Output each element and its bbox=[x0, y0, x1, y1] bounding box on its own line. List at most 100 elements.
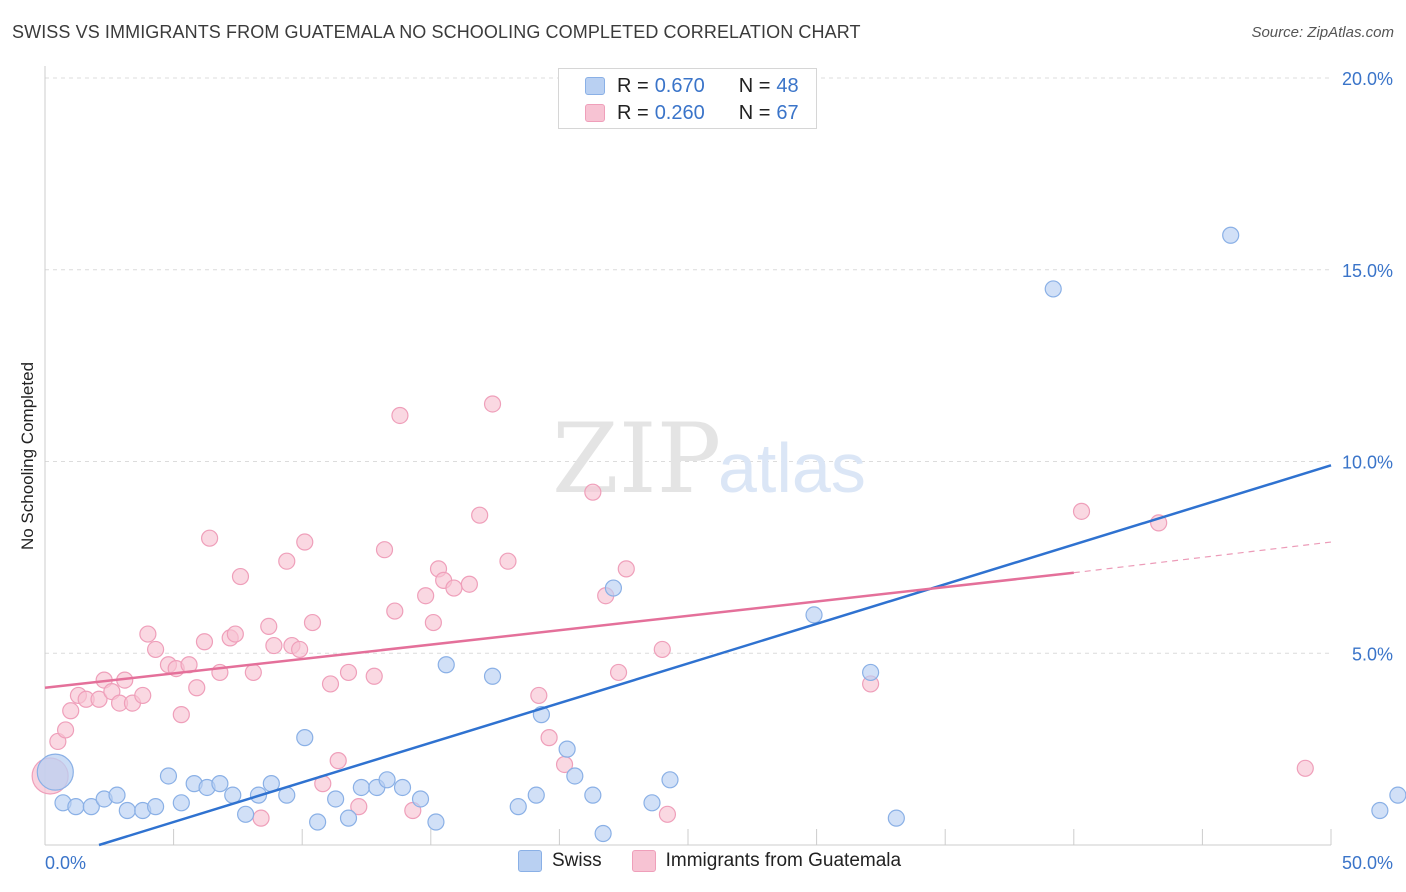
swiss-point bbox=[566, 767, 584, 785]
y-tick-label: 15.0% bbox=[1342, 261, 1393, 281]
legend-r-label: R = bbox=[617, 74, 649, 97]
guatemala-point bbox=[445, 579, 463, 597]
guatemala-point bbox=[188, 679, 206, 697]
swiss-point bbox=[805, 606, 823, 624]
swiss-trend-line bbox=[98, 464, 1332, 847]
guatemala-point bbox=[265, 636, 283, 655]
series-legend: Swiss Immigrants from Guatemala bbox=[518, 850, 931, 872]
guatemala-point bbox=[617, 560, 635, 578]
legend-item-guatemala[interactable]: Immigrants from Guatemala bbox=[631, 850, 902, 872]
swiss-point bbox=[159, 767, 178, 785]
swiss-point bbox=[483, 667, 502, 685]
x-tick-label: 0.0% bbox=[45, 853, 86, 873]
swiss-point bbox=[108, 786, 126, 804]
watermark-atlas: atlas bbox=[718, 429, 866, 507]
swiss-point bbox=[309, 813, 327, 831]
guatemala-point bbox=[172, 706, 190, 724]
y-tick-label: 10.0% bbox=[1342, 453, 1393, 473]
swiss-point bbox=[558, 740, 576, 758]
guatemala-point bbox=[195, 633, 214, 651]
guatemala-point bbox=[609, 663, 628, 682]
swiss-point bbox=[1389, 786, 1406, 804]
guatemala-point bbox=[244, 663, 262, 682]
guatemala-point bbox=[424, 613, 442, 632]
guatemala-point bbox=[350, 798, 368, 816]
swiss-point bbox=[887, 809, 905, 827]
legend-n-value: 48 bbox=[776, 74, 799, 97]
guatemala-point bbox=[90, 690, 108, 708]
swiss-point bbox=[437, 656, 455, 674]
legend-swatch-guatemala bbox=[631, 850, 656, 872]
guatemala-point bbox=[296, 533, 314, 551]
stats-legend: R = 0.670 N = 48 R = 0.260 N = 67 bbox=[558, 68, 817, 129]
guatemala-point bbox=[530, 686, 548, 705]
tick-labels: 5.0% 10.0% 15.0% 20.0% 0.0% 50.0% bbox=[45, 69, 1393, 873]
legend-r-value: 0.260 bbox=[654, 101, 705, 124]
legend-item-swiss[interactable]: Swiss bbox=[518, 850, 602, 872]
swiss-point bbox=[862, 663, 880, 682]
guatemala-point bbox=[653, 640, 671, 659]
swiss-point bbox=[352, 778, 370, 797]
swiss-point bbox=[339, 809, 358, 827]
guatemala-point bbox=[499, 552, 517, 570]
axes bbox=[44, 66, 1332, 846]
swiss-point bbox=[224, 786, 242, 804]
guatemala-point bbox=[339, 663, 358, 682]
guatemala-point bbox=[278, 552, 296, 570]
legend-label-guatemala: Immigrants from Guatemala bbox=[665, 850, 902, 871]
legend-n-label: N = bbox=[738, 74, 771, 97]
guatemala-point bbox=[460, 575, 478, 593]
guatemala-point bbox=[584, 483, 602, 501]
guatemala-point bbox=[658, 805, 677, 823]
swiss-point bbox=[82, 798, 100, 816]
legend-swatch-guatemala bbox=[585, 104, 605, 122]
swiss-point bbox=[36, 753, 74, 791]
legend-n-label: N = bbox=[738, 101, 771, 124]
swiss-point bbox=[327, 790, 345, 808]
swiss-point bbox=[584, 786, 602, 804]
swiss-point bbox=[146, 798, 165, 816]
gridlines bbox=[45, 77, 1331, 654]
legend-n-value: 67 bbox=[776, 101, 799, 124]
guatemala-point bbox=[134, 686, 152, 705]
guatemala-point bbox=[417, 587, 435, 605]
swiss-point bbox=[1222, 226, 1240, 244]
swiss-point bbox=[594, 824, 612, 843]
swiss-point bbox=[411, 790, 430, 808]
swiss-point bbox=[427, 813, 445, 831]
guatemala-point bbox=[291, 640, 309, 659]
guatemala-point bbox=[139, 625, 157, 643]
swiss-point bbox=[1044, 280, 1062, 298]
swiss-point bbox=[211, 775, 229, 793]
guatemala-point bbox=[1072, 502, 1091, 520]
guatemala-point bbox=[1296, 759, 1314, 777]
guatemala-trend-extension bbox=[1073, 541, 1332, 574]
guatemala-point bbox=[471, 506, 489, 524]
watermark-zip: ZIP bbox=[552, 403, 721, 515]
swiss-point bbox=[393, 778, 412, 797]
guatemala-point bbox=[321, 675, 340, 693]
y-tick-label: 20.0% bbox=[1342, 69, 1393, 89]
legend-label-swiss: Swiss bbox=[552, 850, 602, 871]
guatemala-trend-line bbox=[44, 571, 1074, 690]
swiss-point bbox=[118, 801, 136, 820]
swiss-point bbox=[296, 729, 314, 747]
guatemala-point bbox=[391, 406, 409, 425]
swiss-point bbox=[1371, 801, 1389, 820]
swiss-point bbox=[67, 798, 85, 816]
guatemala-point bbox=[62, 702, 80, 720]
chart-title: SWISS VS IMMIGRANTS FROM GUATEMALA NO SC… bbox=[12, 22, 861, 42]
y-tick-label: 5.0% bbox=[1352, 644, 1393, 664]
legend-swatch-swiss bbox=[585, 77, 605, 95]
guatemala-point bbox=[303, 613, 322, 632]
swiss-point bbox=[643, 794, 661, 812]
x-tick-label: 50.0% bbox=[1342, 853, 1393, 873]
swiss-point bbox=[172, 794, 190, 812]
legend-swatch-swiss bbox=[518, 850, 542, 872]
legend-row-guatemala: R = 0.260 N = 67 bbox=[585, 101, 799, 125]
guatemala-point bbox=[386, 602, 404, 620]
swiss-point bbox=[661, 771, 679, 789]
guatemala-point bbox=[365, 667, 383, 685]
watermark: ZIP atlas bbox=[552, 403, 866, 515]
